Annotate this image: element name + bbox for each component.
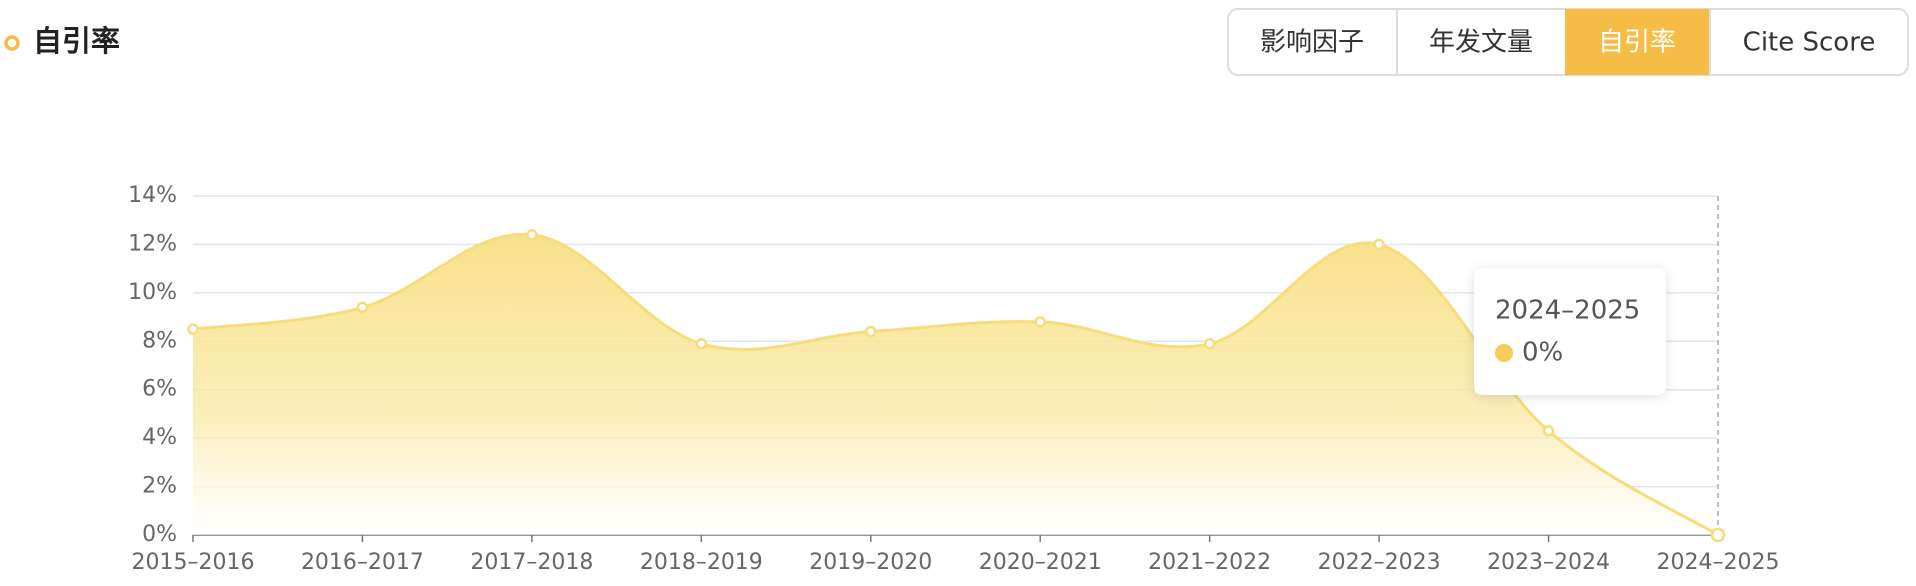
tab-group: 影响因子 年发文量 自引率 Cite Score <box>1227 8 1909 76</box>
x-tick-label: 2019–2020 <box>809 550 932 575</box>
point <box>1034 316 1046 328</box>
point <box>695 337 708 350</box>
x-tick-label: 2020–2021 <box>979 550 1102 575</box>
point <box>1710 527 1726 543</box>
tooltip-dot <box>1495 344 1513 362</box>
tab-active[interactable]: 自引率 <box>1598 28 1676 58</box>
point <box>526 228 538 241</box>
point <box>1203 337 1216 350</box>
x-tick-label: 2023–2024 <box>1487 550 1610 575</box>
x-tick-label: 2016–2017 <box>301 550 424 575</box>
tooltip: 2024–2025 0% <box>1474 268 1666 395</box>
y-tick-label: 14% <box>128 183 177 208</box>
y-tick-label: 10% <box>128 280 177 305</box>
area-fill <box>193 234 1718 535</box>
x-tick-label: 2018–2019 <box>640 550 763 575</box>
y-tick-label: 0% <box>142 522 177 547</box>
tooltip-value: 0% <box>1522 338 1563 368</box>
point <box>356 301 369 314</box>
y-tick-label: 2% <box>142 474 177 499</box>
point <box>865 325 877 338</box>
y-tick-label: 12% <box>128 231 177 256</box>
point <box>1373 238 1385 251</box>
section-title: 自引率 <box>33 24 120 58</box>
x-tick-label: 2017–2018 <box>470 550 593 575</box>
y-tick-label: 8% <box>142 328 177 353</box>
point <box>187 323 199 335</box>
point <box>1542 425 1555 437</box>
tooltip-box <box>1474 268 1666 395</box>
tab[interactable]: 影响因子 <box>1260 28 1364 58</box>
title-dot <box>4 35 20 51</box>
tab-active-bg <box>1565 9 1710 75</box>
x-tick-label: 2022–2023 <box>1318 550 1441 575</box>
y-tick-label: 6% <box>142 377 177 402</box>
y-tick-label: 4% <box>142 425 177 450</box>
x-tick-label: 2015–2016 <box>132 550 255 575</box>
tab[interactable]: Cite Score <box>1743 28 1876 58</box>
x-tick-label: 2024–2025 <box>1657 550 1780 575</box>
tooltip-title: 2024–2025 <box>1495 296 1640 326</box>
plot-area: 0% 2% 4% 6% 8% 10% 12% 14% 2015–2016 2016–2017 201… <box>128 183 1779 575</box>
tab[interactable]: 年发文量 <box>1429 28 1533 58</box>
x-tick-label: 2021–2022 <box>1148 550 1271 575</box>
